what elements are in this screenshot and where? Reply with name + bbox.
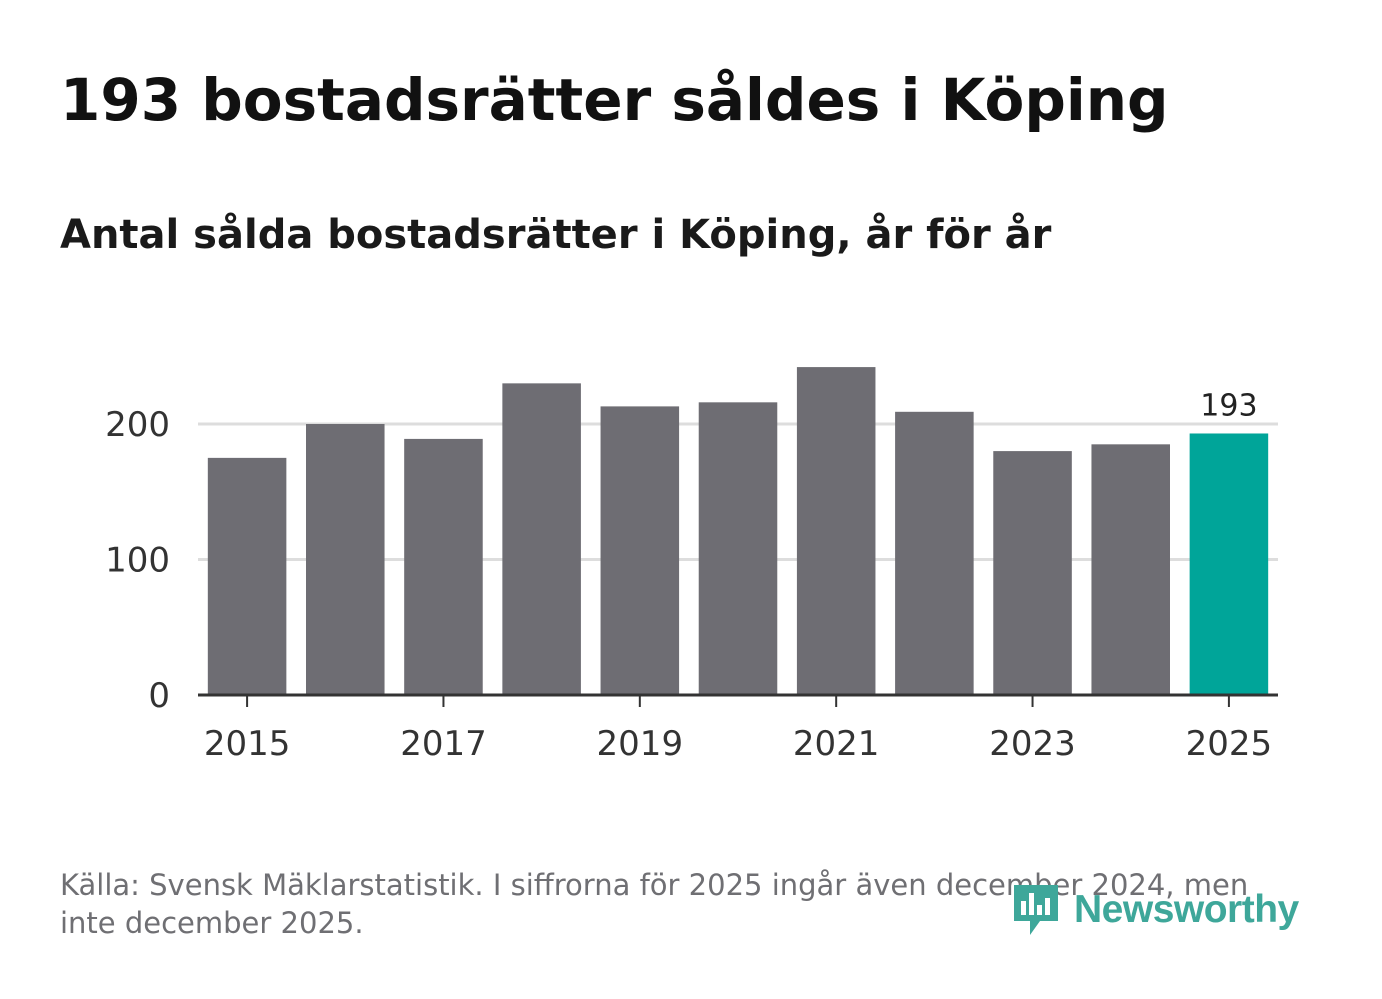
bar-2015 bbox=[207, 457, 287, 695]
data-label-2025: 193 bbox=[1200, 388, 1257, 423]
newsworthy-logo: Newsworthy bbox=[1010, 880, 1299, 940]
bar-2020 bbox=[698, 402, 778, 695]
bar-2021 bbox=[796, 367, 876, 695]
x-tick-label-2015: 2015 bbox=[204, 724, 291, 764]
bar-chart: 193 0 100 200 2015 2017 2019 2021 2023 2025 bbox=[105, 367, 1278, 764]
bar-2022 bbox=[895, 411, 974, 695]
x-tick-label-2023: 2023 bbox=[989, 724, 1076, 764]
bar-2019 bbox=[600, 406, 680, 695]
bar-2018 bbox=[502, 383, 581, 695]
x-tick-label-2021: 2021 bbox=[793, 724, 880, 764]
bar-2025 bbox=[1189, 433, 1269, 695]
y-tick-label-200: 200 bbox=[105, 405, 170, 445]
x-tick-label-2019: 2019 bbox=[597, 724, 684, 764]
x-tick-label-2017: 2017 bbox=[400, 724, 487, 764]
bar-2017 bbox=[404, 438, 483, 695]
newsworthy-logo-text: Newsworthy bbox=[1074, 888, 1299, 931]
y-tick-label-0: 0 bbox=[148, 676, 170, 716]
bar-2023 bbox=[993, 451, 1072, 695]
chart-title: 193 bostadsrätter såldes i Köping bbox=[60, 66, 1169, 134]
bar-2024 bbox=[1091, 444, 1170, 695]
bar-2016 bbox=[306, 424, 385, 695]
y-tick-label-100: 100 bbox=[105, 541, 170, 581]
x-tick-label-2025: 2025 bbox=[1186, 724, 1273, 764]
chart-subtitle: Antal sålda bostadsrätter i Köping, år f… bbox=[60, 212, 1052, 258]
newsworthy-logo-icon bbox=[1014, 885, 1058, 935]
